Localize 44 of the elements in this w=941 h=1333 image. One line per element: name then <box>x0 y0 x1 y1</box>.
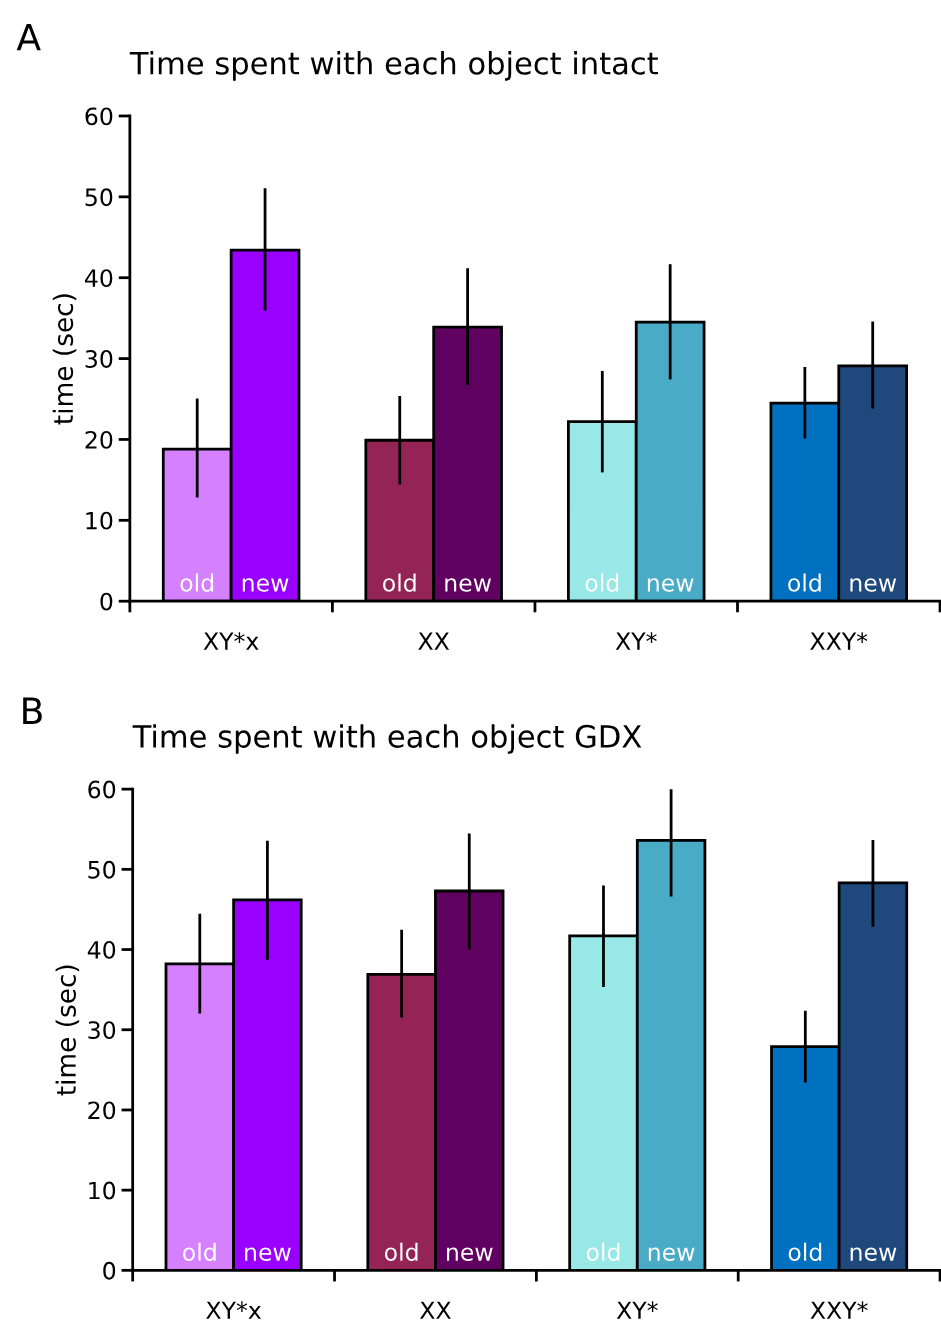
text: new <box>648 1247 695 1261</box>
series-label: new <box>245 1247 291 1261</box>
series-label: new <box>242 578 289 592</box>
x-tick-label: XX <box>419 1301 451 1319</box>
x-tick-label: XX <box>418 632 450 650</box>
text: old <box>383 573 416 592</box>
y-tick-label: 30 <box>88 1021 116 1040</box>
y-tick-label: 10 <box>89 1181 116 1200</box>
text: old <box>586 1242 620 1261</box>
y-tick-label: 30 <box>85 350 113 368</box>
y-tick-label: 50 <box>88 860 116 879</box>
text: A <box>16 23 41 51</box>
x-tick-label: XY*x <box>206 1301 262 1319</box>
text: new <box>647 578 694 592</box>
x-tick-label: XXY* <box>810 1301 868 1319</box>
series-label: old <box>183 1242 216 1261</box>
text: old <box>788 1242 822 1261</box>
text: new <box>850 1247 897 1261</box>
y-tick-label: 20 <box>88 1101 116 1120</box>
chart-title: Time spent with each object intact <box>129 51 658 81</box>
y-axis-title: time (sec) <box>52 294 77 425</box>
text: B <box>23 697 42 724</box>
text: old <box>384 1242 418 1261</box>
text: old <box>788 573 821 592</box>
y-axis-title: time (sec) <box>55 965 80 1096</box>
y-tick-label: 60 <box>85 107 113 126</box>
text: new <box>445 578 492 592</box>
x-tick-label: XY* <box>616 1301 658 1319</box>
chart-title: Time spent with each object GDX <box>132 724 642 754</box>
y-tick-label: 20 <box>85 430 113 449</box>
series-label: old <box>180 573 214 592</box>
y-tick-label: 50 <box>85 188 113 207</box>
text: old <box>585 573 619 592</box>
x-tick-label: XXY* <box>810 632 868 650</box>
text: new <box>850 578 897 592</box>
y-tick-label: 40 <box>85 269 113 288</box>
text: new <box>447 1247 493 1261</box>
x-tick-label: XY* <box>615 632 657 650</box>
y-tick-label: 10 <box>86 511 113 530</box>
y-tick-label: 40 <box>87 940 116 959</box>
y-tick-label: 60 <box>88 780 116 799</box>
y-tick-label: 0 <box>100 592 113 611</box>
x-tick-label: XY*x <box>203 632 259 650</box>
y-tick-label: 0 <box>103 1261 116 1280</box>
